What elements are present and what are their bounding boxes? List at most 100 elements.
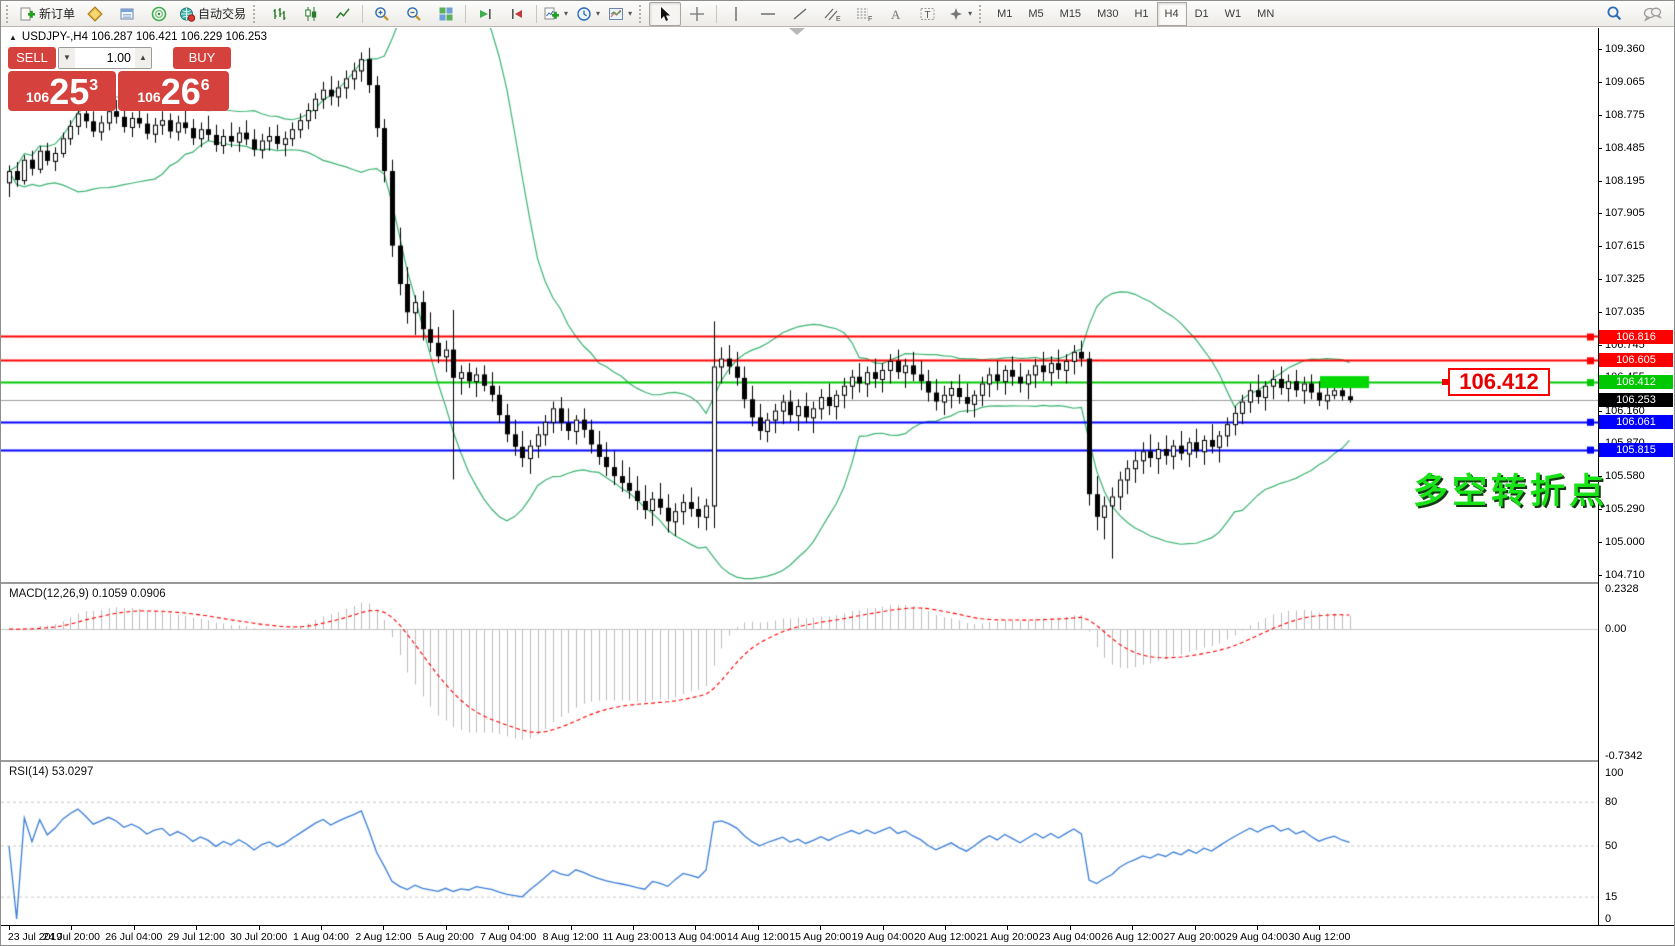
candlestick-chart-button[interactable] xyxy=(295,2,327,26)
collapse-panel-icon[interactable]: ▲ xyxy=(9,32,17,42)
toolbar-grip[interactable] xyxy=(639,4,646,23)
cursor-button[interactable] xyxy=(649,1,682,26)
time-tick-label: 29 Aug 04:00 xyxy=(1226,931,1288,943)
time-tick xyxy=(1132,926,1134,930)
toolbar-grip[interactable] xyxy=(253,4,260,23)
signals-button[interactable] xyxy=(143,2,175,26)
candlestick-chart-icon xyxy=(303,6,319,22)
fibonacci-button[interactable]: F xyxy=(848,2,880,26)
time-tick xyxy=(1069,926,1071,930)
chinese-note-text[interactable]: 多空转折点 xyxy=(1413,472,1609,511)
timeframe-MN[interactable]: MN xyxy=(1257,7,1275,20)
equidistant-channel-button[interactable]: E xyxy=(816,2,848,26)
volume-increase-button[interactable]: ▲ xyxy=(135,48,151,68)
chart-title: ▲ USDJPY-,H4 106.287 106.421 106.229 106… xyxy=(9,31,267,43)
time-tick xyxy=(633,926,634,930)
time-tick-label: 30 Aug 12:00 xyxy=(1288,931,1351,943)
text-label-button[interactable]: T xyxy=(912,2,944,26)
time-axis[interactable]: 23 Jul 2019 24 Jul 20:00 26 Jul 04:00 29 Ju… xyxy=(1,925,1674,945)
horizontal-line-button[interactable] xyxy=(752,2,784,26)
chevron-down-icon: ▾ xyxy=(628,9,633,18)
auto-trading-button[interactable]: 自动交易 xyxy=(175,2,250,26)
buy-price-main: 26 xyxy=(160,71,201,112)
rsi-label: RSI(14) 53.0297 xyxy=(9,766,94,778)
zoom-out-button[interactable] xyxy=(398,2,430,26)
sell-price-button[interactable]: 106 25 3 xyxy=(8,71,116,111)
tile-windows-button[interactable] xyxy=(430,2,462,26)
toolbar-grip[interactable] xyxy=(6,4,13,23)
chat-button[interactable] xyxy=(1636,2,1668,26)
timeframe-M1[interactable]: M1 xyxy=(997,7,1013,20)
level-price-badge: 106.061 xyxy=(1599,414,1673,429)
text-button[interactable]: A xyxy=(880,2,912,26)
price-chart-canvas[interactable] xyxy=(1,28,1598,925)
bar-chart-button[interactable] xyxy=(263,2,295,26)
buy-price-pip: 6 xyxy=(200,77,210,94)
price-tick-label: 105.290 xyxy=(1605,502,1645,515)
timeframe-M15[interactable]: M15 xyxy=(1059,7,1082,20)
time-tick xyxy=(757,926,759,930)
vertical-line-icon xyxy=(729,6,743,22)
timeframe-H1[interactable]: H1 xyxy=(1134,7,1149,20)
periods-button[interactable]: ▾ xyxy=(572,2,604,26)
sell-button[interactable]: SELL xyxy=(8,47,56,69)
crosshair-button[interactable] xyxy=(681,2,713,26)
timeframe-W1[interactable]: W1 xyxy=(1224,7,1242,20)
arrows-button[interactable]: ▾ xyxy=(944,2,976,26)
time-tick-label: 23 Aug 04:00 xyxy=(1038,931,1101,943)
price-tick xyxy=(1598,115,1602,117)
volume-value[interactable]: 1.00 xyxy=(106,51,131,65)
data-window-button[interactable] xyxy=(111,2,143,26)
time-tick-label: 23 Jul 2019 xyxy=(7,931,63,943)
buy-price-button[interactable]: 106 26 6 xyxy=(118,71,229,111)
time-tick xyxy=(9,926,10,930)
auto-scroll-button[interactable] xyxy=(469,2,501,26)
sell-price-prefix: 106 xyxy=(25,89,50,105)
timeframe-H4[interactable]: H4 xyxy=(1156,1,1187,26)
timeframe-M30[interactable]: M30 xyxy=(1097,7,1119,20)
svg-text:T: T xyxy=(925,10,931,21)
price-tick xyxy=(1598,147,1602,149)
new-order-button[interactable]: 新订单 xyxy=(16,2,79,26)
text-icon: A xyxy=(889,6,903,22)
timeframe-M5[interactable]: M5 xyxy=(1028,7,1044,20)
price-tick-label: 109.360 xyxy=(1605,43,1645,55)
indicators-button[interactable]: ▾ xyxy=(540,2,572,26)
arrows-icon xyxy=(948,6,964,22)
trendline-button[interactable] xyxy=(784,2,816,26)
buy-button[interactable]: BUY xyxy=(173,47,231,69)
line-chart-button[interactable] xyxy=(327,2,359,26)
signals-icon xyxy=(151,6,167,22)
template-button[interactable]: ▾ xyxy=(604,2,636,26)
toolbar-collapse-handle[interactable] xyxy=(789,28,805,35)
search-button[interactable] xyxy=(1598,2,1630,26)
chart-shift-button[interactable] xyxy=(501,2,533,26)
timeframe-D1[interactable]: D1 xyxy=(1194,7,1209,20)
auto-trading-icon xyxy=(179,6,196,22)
time-tick xyxy=(570,926,572,930)
market-watch-button[interactable] xyxy=(79,2,111,26)
zoom-in-button[interactable] xyxy=(366,2,398,26)
price-tick-label: 107.905 xyxy=(1605,207,1645,220)
time-tick xyxy=(1194,926,1196,930)
price-tick xyxy=(1598,82,1602,84)
time-tick-label: 15 Aug 20:00 xyxy=(789,931,852,943)
volume-decrease-button[interactable]: ▼ xyxy=(59,48,75,68)
price-tick xyxy=(1598,213,1602,215)
time-tick-label: 27 Aug 20:00 xyxy=(1163,931,1226,943)
market-watch-icon xyxy=(87,5,103,22)
time-tick xyxy=(508,926,510,930)
vertical-line-button[interactable] xyxy=(720,2,752,26)
time-tick xyxy=(383,926,385,930)
price-tick-label: 105.580 xyxy=(1605,470,1645,483)
chevron-down-icon: ▾ xyxy=(564,9,569,18)
price-callout-box[interactable]: 106.412 xyxy=(1442,368,1550,396)
chevron-down-icon: ▾ xyxy=(596,9,601,18)
zoom-in-icon xyxy=(374,6,390,22)
price-tick-label: 104.710 xyxy=(1605,568,1645,581)
toolbar-grip[interactable] xyxy=(979,4,986,23)
panel-splitter[interactable] xyxy=(1,582,1598,585)
auto-scroll-icon xyxy=(477,6,493,22)
panel-splitter[interactable] xyxy=(1,760,1598,763)
